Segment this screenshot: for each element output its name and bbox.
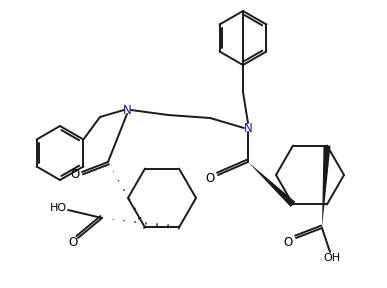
- Text: HO: HO: [50, 203, 67, 213]
- Text: O: O: [283, 236, 293, 249]
- Text: O: O: [205, 171, 215, 185]
- Text: N: N: [244, 122, 252, 134]
- Polygon shape: [322, 145, 330, 228]
- Text: N: N: [123, 103, 131, 117]
- Text: O: O: [70, 168, 80, 181]
- Text: O: O: [68, 236, 78, 249]
- Polygon shape: [248, 162, 295, 207]
- Text: OH: OH: [324, 253, 341, 263]
